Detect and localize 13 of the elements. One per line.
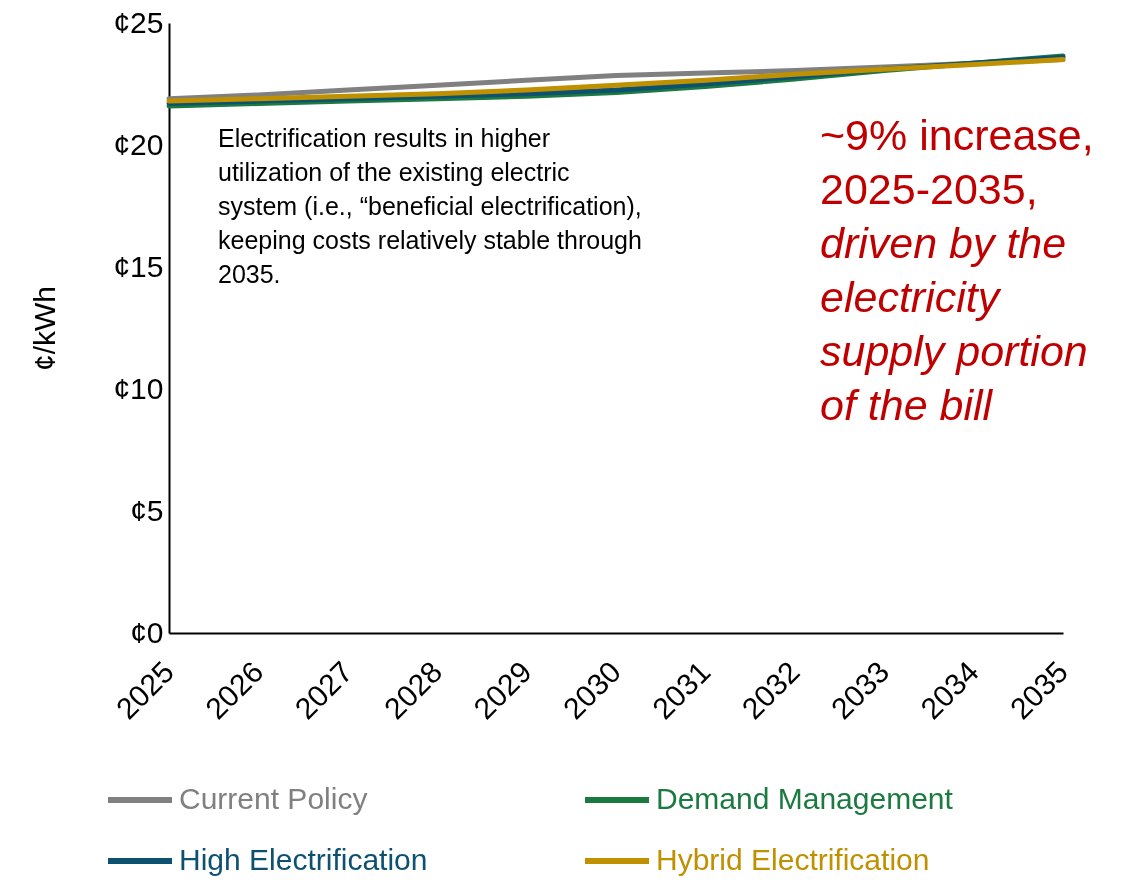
annotation: Electrification results in higher utilization of the existing electric system (i.e., “beneficial electrification), keeping costs relatively stable through 2035. (218, 124, 642, 288)
y-tick-label: ¢25 (113, 5, 164, 39)
y-tick-label: ¢10 (113, 371, 164, 405)
legend-label: Demand Management (656, 782, 954, 815)
annotation: driven by the electricity supply portion of the bill (820, 219, 1088, 429)
y-tick-label: ¢15 (113, 249, 164, 283)
y-tick-label: ¢20 (113, 127, 164, 161)
legend-label: Hybrid Electrification (656, 843, 930, 876)
y-tick-label: ¢0 (130, 615, 164, 649)
y-tick-label: ¢5 (130, 493, 164, 527)
legend-label: Current Policy (179, 782, 368, 815)
y-axis-title: ¢/kWh (28, 285, 62, 372)
legend-label: High Electrification (179, 843, 428, 876)
